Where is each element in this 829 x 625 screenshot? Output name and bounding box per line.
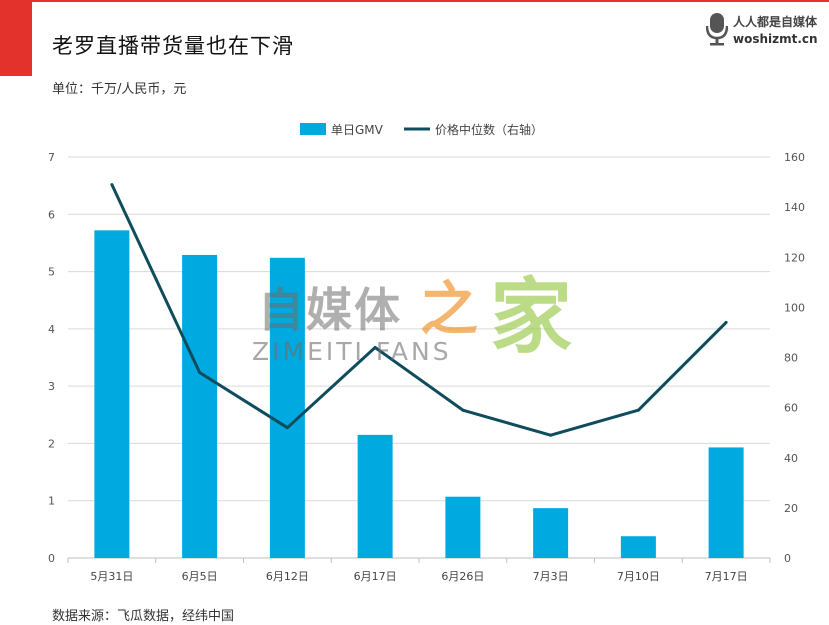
source-note: 数据来源：飞瓜数据，经纬中国 bbox=[52, 609, 235, 624]
y-left-tick-label: 1 bbox=[48, 495, 55, 508]
bar-gmv bbox=[533, 508, 569, 558]
x-tick-label: 7月17日 bbox=[705, 570, 748, 583]
bar-gmv bbox=[182, 254, 218, 559]
line-point bbox=[110, 183, 114, 187]
bar-gmv bbox=[357, 434, 393, 558]
x-tick-label: 6月17日 bbox=[354, 570, 397, 583]
unit-label: 单位：千万/人民币，元 bbox=[52, 82, 187, 97]
legend-swatch-bar bbox=[300, 123, 326, 135]
y-left-tick-label: 7 bbox=[48, 151, 55, 164]
x-tick-label: 6月26日 bbox=[441, 570, 484, 583]
y-left-tick-label: 0 bbox=[48, 552, 55, 565]
line-point bbox=[461, 408, 465, 412]
line-point bbox=[373, 345, 377, 349]
y-left-tick-label: 4 bbox=[48, 323, 55, 336]
legend-label-bar: 单日GMV bbox=[331, 123, 384, 137]
y-right-tick-label: 40 bbox=[784, 452, 798, 465]
x-tick-label: 5月31日 bbox=[90, 570, 133, 583]
line-point bbox=[285, 426, 289, 430]
x-tick-label: 7月10日 bbox=[617, 570, 660, 583]
y-left-tick-label: 3 bbox=[48, 380, 55, 393]
x-tick-label: 6月12日 bbox=[266, 570, 309, 583]
y-right-tick-label: 60 bbox=[784, 402, 798, 415]
line-point bbox=[724, 320, 728, 324]
line-point bbox=[636, 408, 640, 412]
legend-label-line: 价格中位数（右轴） bbox=[435, 122, 543, 137]
logo-text-url: woshizmt.cn bbox=[733, 32, 818, 46]
y-left-tick-label: 6 bbox=[48, 208, 55, 221]
line-point bbox=[549, 433, 553, 437]
site-logo: 人人都是自媒体 woshizmt.cn bbox=[706, 10, 826, 50]
top-rule bbox=[0, 0, 829, 2]
chart-title: 老罗直播带货量也在下滑 bbox=[52, 34, 294, 58]
bar-gmv bbox=[94, 230, 130, 558]
y-right-tick-label: 80 bbox=[784, 352, 798, 365]
x-tick-label: 6月5日 bbox=[182, 570, 218, 583]
y-right-tick-label: 120 bbox=[784, 251, 805, 264]
bar-gmv bbox=[269, 257, 305, 558]
line-point bbox=[198, 371, 202, 375]
y-right-tick-label: 160 bbox=[784, 151, 805, 164]
logo-text-cn: 人人都是自媒体 bbox=[733, 15, 818, 29]
y-right-tick-label: 20 bbox=[784, 502, 798, 515]
y-left-tick-label: 5 bbox=[48, 266, 55, 279]
microphone-icon bbox=[706, 13, 728, 46]
bar-gmv bbox=[445, 496, 481, 558]
y-right-tick-label: 0 bbox=[784, 552, 791, 565]
x-tick-label: 7月3日 bbox=[533, 570, 569, 583]
red-tab bbox=[0, 0, 32, 76]
combo-chart: 0 1 2 3 4 5 6 7 0 20 40 60 80 100 120 140 160 5月31日 6月5日 6月… bbox=[48, 122, 805, 583]
bar-gmv bbox=[708, 447, 744, 558]
y-left-tick-label: 2 bbox=[48, 437, 55, 450]
bar-gmv bbox=[620, 536, 656, 558]
line-price-median bbox=[110, 183, 728, 437]
y-right-tick-label: 140 bbox=[784, 201, 805, 214]
y-right-tick-label: 100 bbox=[784, 301, 805, 314]
